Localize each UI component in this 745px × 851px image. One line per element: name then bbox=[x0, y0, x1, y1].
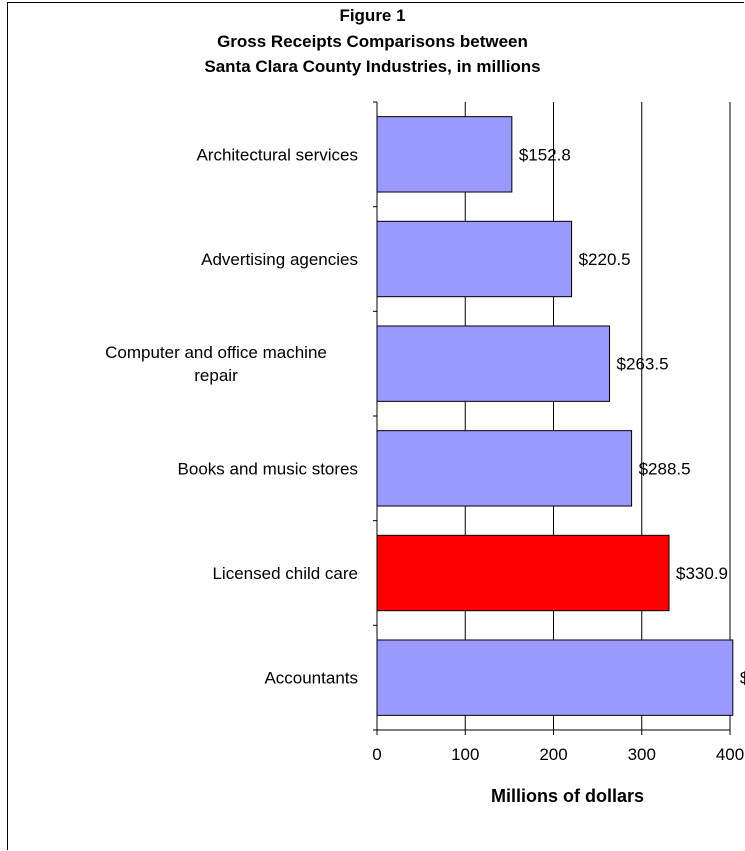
x-tick-label-3: 300 bbox=[628, 745, 656, 764]
value-label-3: $288.5 bbox=[639, 459, 691, 478]
bar-3 bbox=[376, 430, 633, 507]
bar-2 bbox=[376, 325, 611, 402]
category-label-3: Books and music stores bbox=[178, 459, 358, 478]
category-label-5: Accountants bbox=[264, 669, 358, 688]
figure-label: Figure 1 bbox=[339, 6, 406, 25]
x-axis-title: Millions of dollars bbox=[491, 786, 644, 806]
x-tick-label-0: 0 bbox=[372, 745, 381, 764]
value-label-2: $263.5 bbox=[617, 355, 669, 374]
value-label-0: $152.8 bbox=[519, 145, 571, 164]
chart-title-line-1: Gross Receipts Comparisons between bbox=[217, 32, 528, 51]
value-label-1: $220.5 bbox=[579, 250, 631, 269]
bar-1 bbox=[376, 220, 573, 298]
chart-frame bbox=[7, 2, 744, 850]
value-label-4: $330.9 bbox=[676, 564, 728, 583]
category-label-2: Computer and office machine repair bbox=[105, 343, 327, 385]
bar-4 bbox=[376, 534, 670, 612]
value-label-5: $403.2 bbox=[740, 669, 745, 688]
chart-title-line-2: Santa Clara County Industries, in millio… bbox=[204, 57, 541, 76]
category-label-4: Licensed child care bbox=[212, 564, 358, 583]
x-tick-label-2: 200 bbox=[539, 745, 567, 764]
x-tick-label-4: 400 bbox=[716, 745, 744, 764]
category-label-0: Architectural services bbox=[196, 145, 358, 164]
category-label-1: Advertising agencies bbox=[201, 250, 358, 269]
bar-5 bbox=[376, 639, 734, 716]
bar-0 bbox=[376, 116, 513, 193]
x-tick-label-1: 100 bbox=[451, 745, 479, 764]
